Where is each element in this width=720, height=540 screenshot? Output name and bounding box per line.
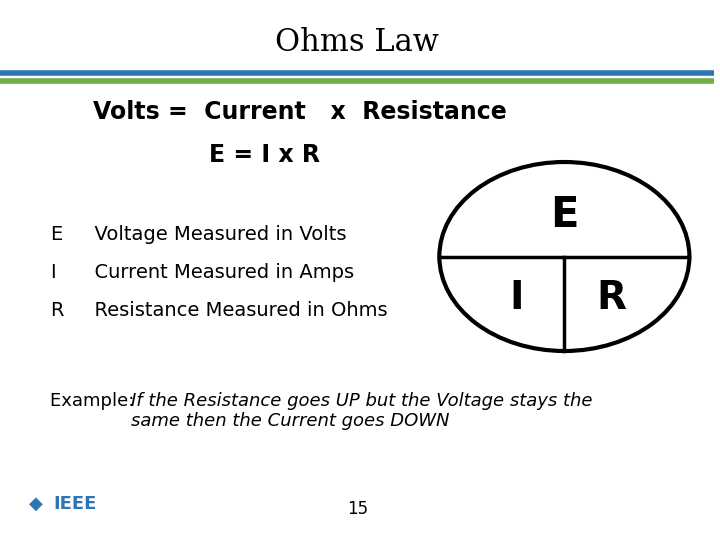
Text: Resistance Measured in Ohms: Resistance Measured in Ohms: [82, 301, 388, 320]
Text: Example:: Example:: [50, 392, 140, 409]
Text: Volts =  Current   x  Resistance: Volts = Current x Resistance: [93, 100, 507, 124]
Text: I: I: [50, 263, 55, 282]
Text: Current Measured in Amps: Current Measured in Amps: [82, 263, 354, 282]
Text: Voltage Measured in Volts: Voltage Measured in Volts: [82, 225, 346, 245]
Text: E: E: [50, 225, 62, 245]
Text: I: I: [510, 279, 524, 317]
Text: R: R: [597, 279, 627, 317]
Text: 15: 15: [346, 501, 368, 518]
Text: Ohms Law: Ohms Law: [275, 27, 439, 58]
Text: E: E: [550, 194, 579, 236]
Text: IEEE: IEEE: [53, 495, 97, 513]
Text: ◆: ◆: [29, 495, 42, 513]
Text: If the Resistance goes UP but the Voltage stays the
same then the Current goes D: If the Resistance goes UP but the Voltag…: [131, 392, 593, 430]
Text: R: R: [50, 301, 63, 320]
Text: E = I x R: E = I x R: [209, 143, 320, 167]
